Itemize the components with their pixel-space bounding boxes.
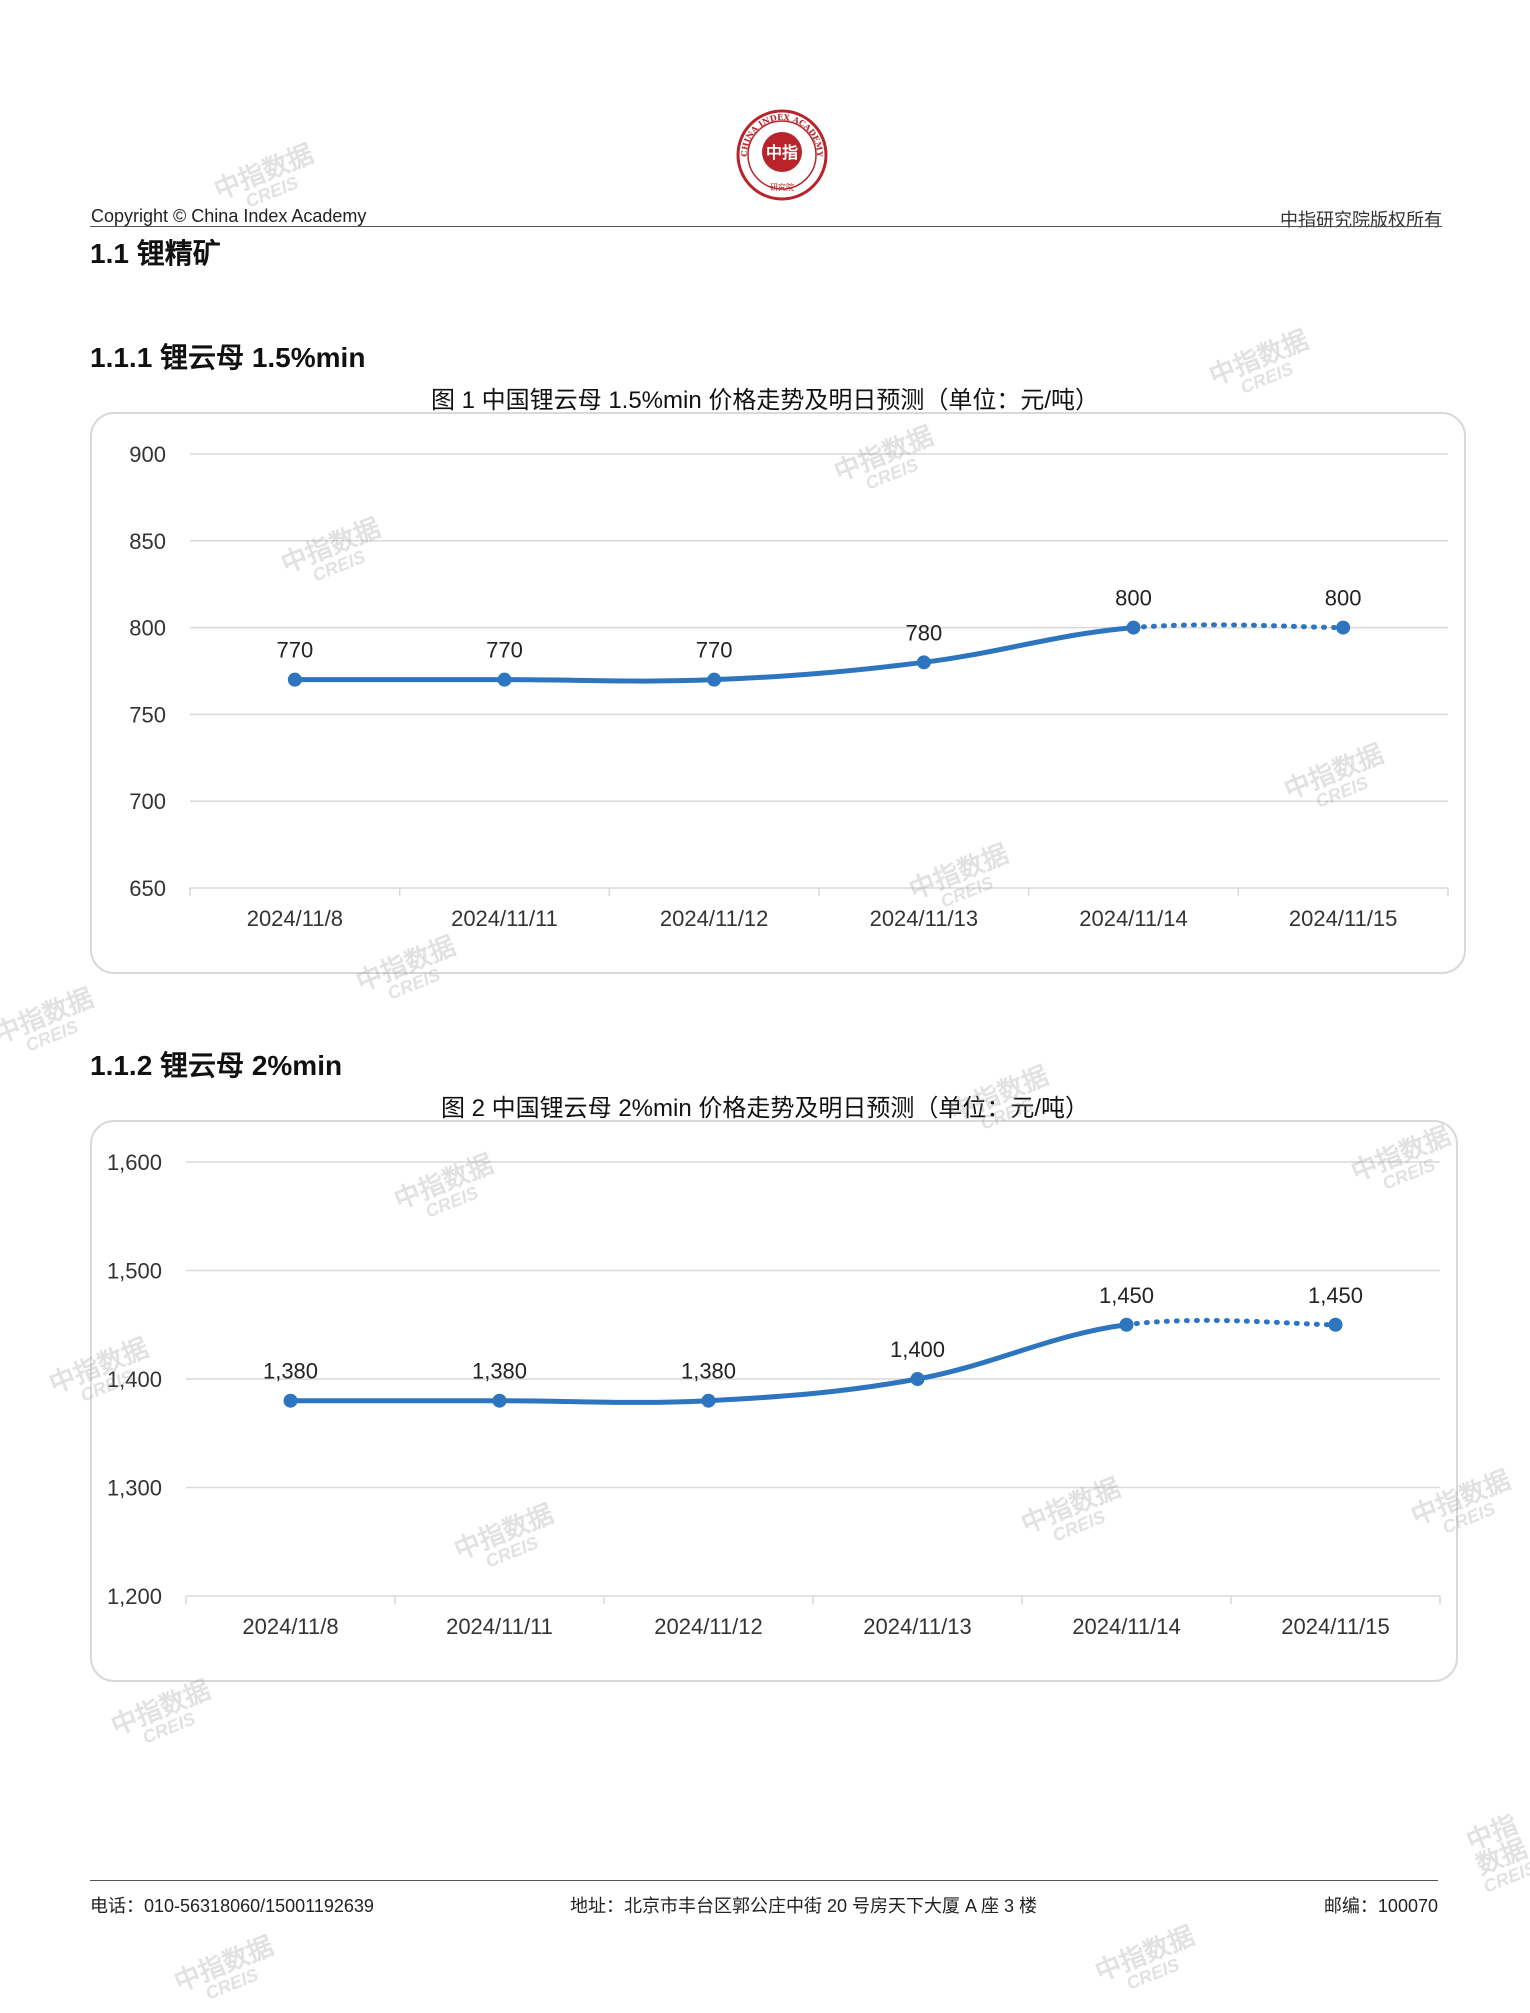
- x-tick-label: 2024/11/12: [654, 1614, 762, 1639]
- chart-1-title: 图 1 中国锂云母 1.5%min 价格走势及明日预测（单位：元/吨）: [430, 387, 1100, 414]
- section-heading-lepidolite-2: 1.1.2 锂云母 2%min: [90, 1050, 343, 1081]
- x-tick-label: 2024/11/15: [1289, 906, 1397, 931]
- data-label: 1,450: [1099, 1283, 1154, 1308]
- watermark: 中指数据 CREIS: [0, 982, 98, 1056]
- footer-postcode: 邮编：100070: [1323, 1896, 1438, 1916]
- y-tick-label: 1,600: [107, 1150, 162, 1175]
- data-point: [497, 672, 512, 687]
- y-tick-label: 750: [129, 702, 166, 727]
- data-point: [1336, 620, 1351, 635]
- data-label: 800: [1325, 586, 1362, 611]
- x-tick-label: 2024/11/13: [863, 1614, 971, 1639]
- x-tick-label: 2024/11/15: [1281, 1614, 1389, 1639]
- data-point: [707, 672, 722, 687]
- data-point: [283, 1393, 298, 1408]
- seal-center-text: 中指: [766, 143, 798, 162]
- data-label: 1,450: [1308, 1283, 1363, 1308]
- y-tick-label: 900: [129, 442, 166, 467]
- data-label: 770: [486, 638, 523, 663]
- data-point: [916, 655, 931, 670]
- x-tick-label: 2024/11/14: [1079, 906, 1187, 931]
- y-tick-label: 700: [129, 789, 166, 814]
- data-label: 1,380: [681, 1359, 736, 1384]
- data-point: [1126, 620, 1141, 635]
- x-tick-label: 2024/11/11: [446, 1614, 553, 1639]
- y-tick-label: 1,500: [107, 1259, 162, 1284]
- chart-2-title: 图 2 中国锂云母 2%min 价格走势及明日预测（单位：元/吨）: [440, 1095, 1090, 1122]
- watermark: 中指数据 CREIS: [1462, 1808, 1530, 1897]
- watermark: 中指数据 CREIS: [169, 1930, 278, 2004]
- footer-address: 地址：北京市丰台区郭公庄中街 20 号房天下大厦 A 座 3 楼: [570, 1896, 1038, 1916]
- watermark: 中指数据 CREIS: [106, 1674, 215, 1748]
- data-point: [1328, 1317, 1343, 1332]
- chart-1-frame: 650 700 750 800 850 900 2024/11/8 2024/11/11 202…: [90, 412, 1466, 974]
- data-point: [492, 1393, 507, 1408]
- data-point: [1119, 1317, 1134, 1332]
- x-tick-label: 2024/11/14: [1072, 1614, 1180, 1639]
- data-label: 1,400: [890, 1337, 945, 1362]
- chart-1-plot: 650 700 750 800 850 900 2024/11/8 2024/11/11 202…: [129, 442, 1449, 931]
- y-tick-label: 800: [129, 616, 166, 641]
- seal-bottom-text: 研究院: [770, 182, 794, 192]
- series-line-forecast: [1131, 622, 1346, 631]
- section-heading-lithium-concentrate: 1.1 锂精矿: [90, 238, 221, 269]
- x-tick-label: 2024/11/12: [660, 906, 768, 931]
- chart-2-frame: 1,200 1,300 1,400 1,500 1,600 2024/11/8 2024/1…: [90, 1120, 1458, 1682]
- copyright-text: Copyright © China Index Academy: [91, 206, 367, 226]
- data-label: 770: [276, 638, 313, 663]
- data-point: [910, 1372, 925, 1386]
- footer-phone: 电话：010-56318060/15001192639: [90, 1896, 374, 1916]
- x-tick-label: 2024/11/11: [451, 906, 558, 931]
- data-label: 800: [1115, 586, 1152, 611]
- header-divider: [90, 226, 1442, 227]
- section-heading-lepidolite-1-5: 1.1.1 锂云母 1.5%min: [90, 342, 366, 373]
- x-tick-label: 2024/11/13: [870, 906, 978, 931]
- data-point: [287, 672, 302, 687]
- series-line-forecast: [1124, 1317, 1338, 1328]
- rights-text: 中指研究院版权所有: [1280, 210, 1442, 231]
- watermark: 中指数据 CREIS: [1090, 1920, 1199, 1994]
- china-index-academy-seal: 中指 CHINA INDEX ACADEMY 研究院: [736, 109, 828, 201]
- y-tick-label: 850: [129, 529, 166, 554]
- data-label: 1,380: [263, 1359, 318, 1384]
- y-tick-label: 1,300: [107, 1476, 162, 1501]
- footer-divider: [90, 1880, 1438, 1881]
- data-label: 1,380: [472, 1359, 527, 1384]
- data-label: 770: [696, 638, 733, 663]
- chart-2-plot: 1,200 1,300 1,400 1,500 1,600 2024/11/8 2024/1…: [107, 1150, 1441, 1639]
- data-label: 780: [905, 620, 942, 645]
- y-tick-label: 650: [129, 876, 166, 901]
- y-tick-label: 1,200: [107, 1584, 162, 1609]
- y-tick-label: 1,400: [107, 1367, 162, 1392]
- data-point: [701, 1393, 716, 1408]
- x-tick-label: 2024/11/8: [242, 1614, 338, 1639]
- x-tick-label: 2024/11/8: [247, 906, 343, 931]
